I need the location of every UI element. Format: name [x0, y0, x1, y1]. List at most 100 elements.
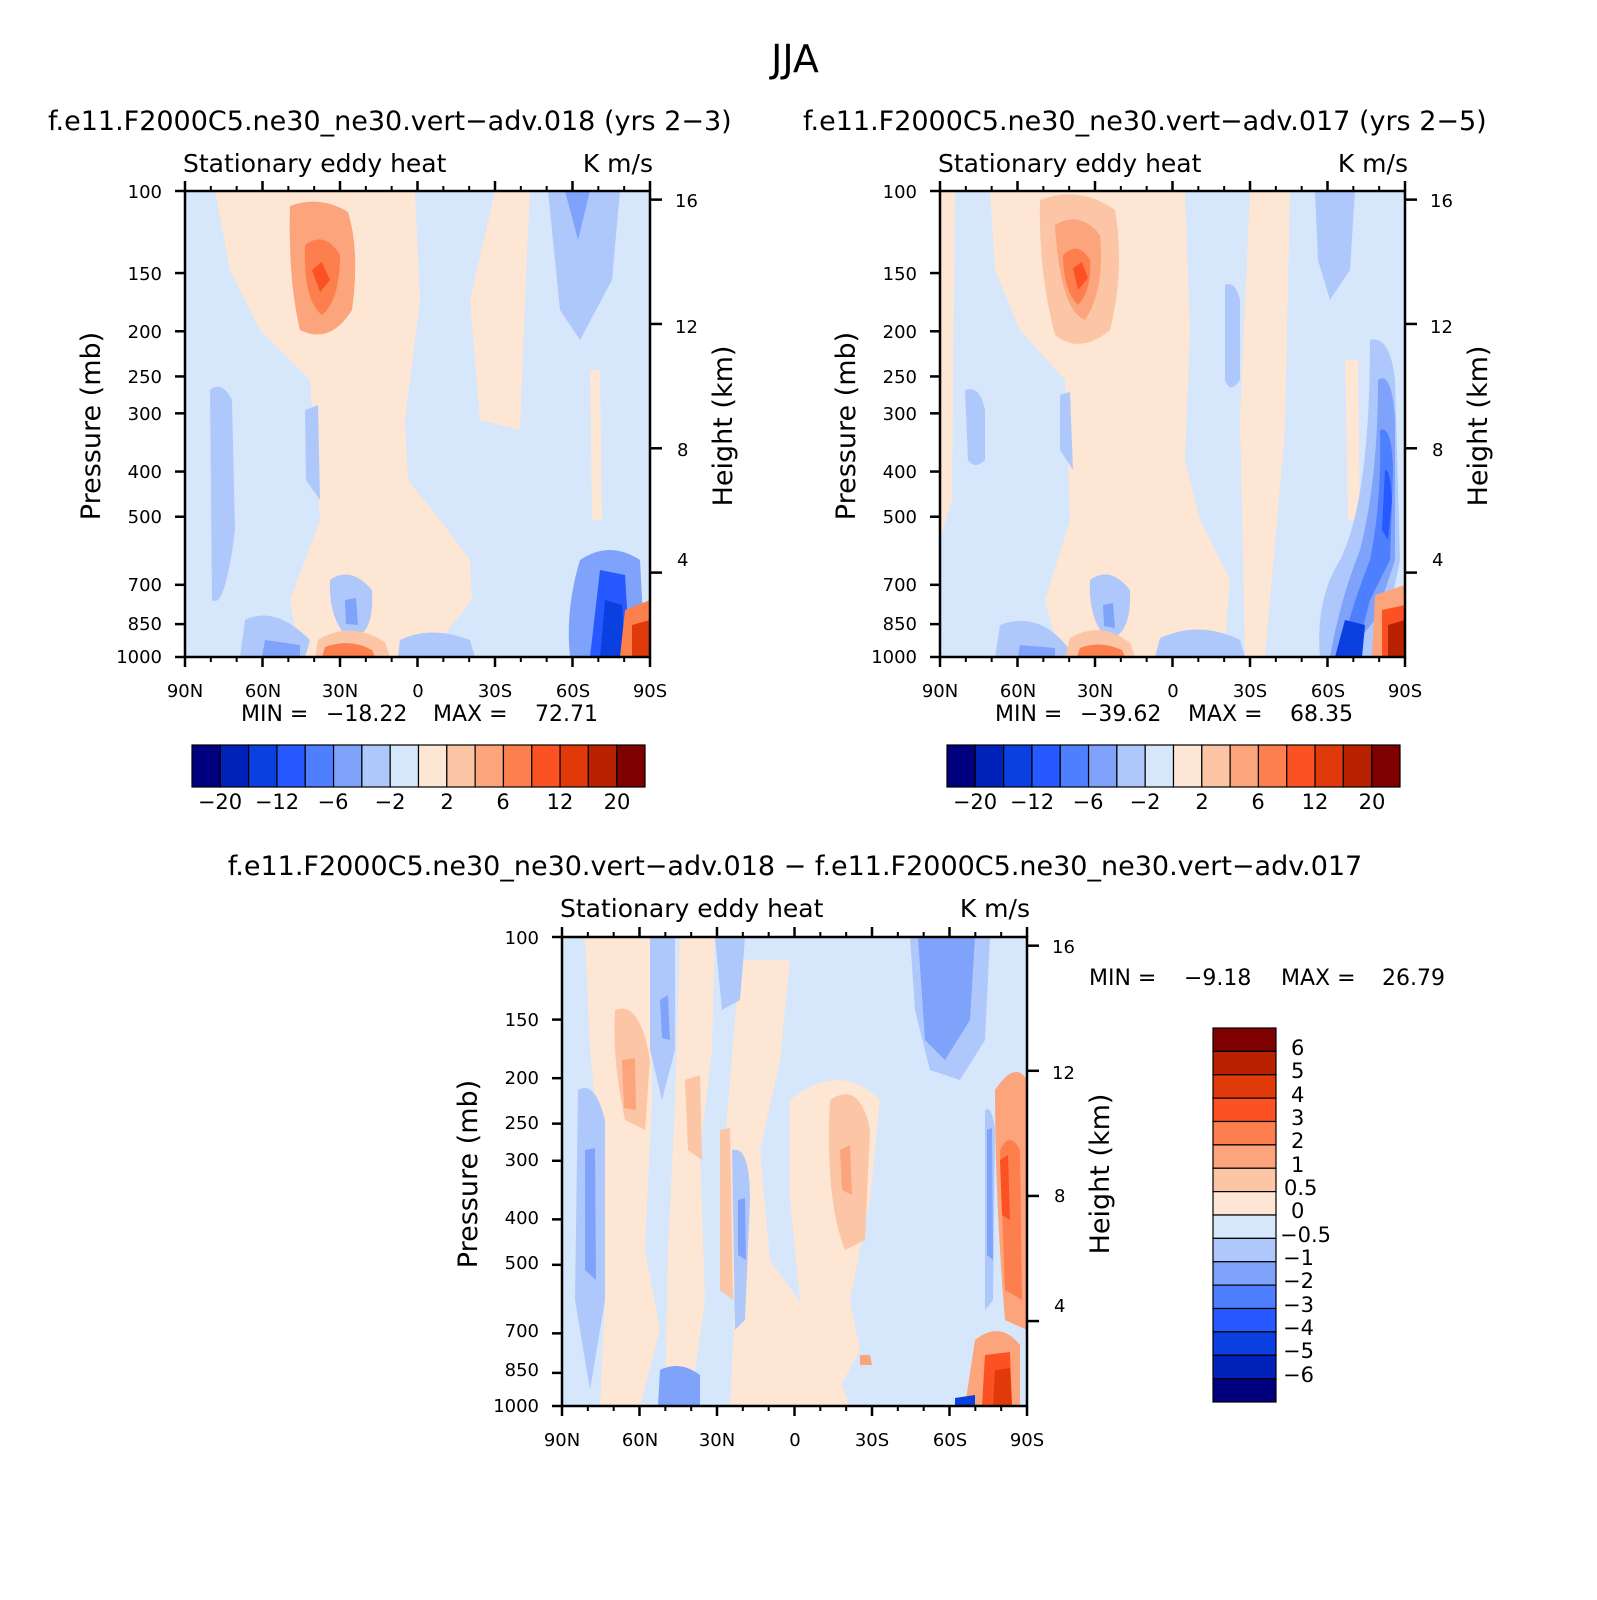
ytick-label: 1000	[493, 1396, 539, 1417]
xtick-label: 90N	[922, 681, 958, 702]
colorbar-box	[1229, 744, 1260, 788]
colorbar-box	[974, 744, 1005, 788]
y-right-axis-label: Height (km)	[708, 346, 739, 507]
min-value: −18.22	[326, 702, 407, 727]
units-label: K m/s	[1338, 149, 1408, 178]
colorbar-label: −1	[1283, 1246, 1314, 1270]
xtick-label: 30S	[1233, 681, 1267, 702]
xtick-label: 60S	[933, 1430, 967, 1451]
colorbar-label: 3	[1291, 1106, 1304, 1130]
ytick-right-label: 16	[675, 191, 698, 212]
case-title: f.e11.F2000C5.ne30_ne30.vert−adv.018 (yr…	[48, 106, 732, 137]
panel-top-right: f.e11.F2000C5.ne30_ne30.vert−adv.017 (yr…	[803, 106, 1494, 814]
ytick-label: 200	[883, 322, 917, 343]
min-label: MIN =	[995, 702, 1062, 727]
colorbar-label: −3	[1283, 1293, 1314, 1317]
ytick-right-label: 8	[1054, 1186, 1065, 1207]
variable-label: Stationary eddy heat	[183, 149, 447, 178]
colorbar-box	[1212, 1074, 1277, 1099]
xtick-label: 60S	[1311, 681, 1345, 702]
colorbar-label: −5	[1283, 1339, 1314, 1363]
ytick-label: 400	[505, 1208, 539, 1229]
colorbar-label: −12	[255, 790, 299, 814]
colorbar-label: −6	[1283, 1363, 1314, 1387]
colorbar-label: −0.5	[1280, 1223, 1331, 1247]
colorbar-box	[276, 744, 306, 788]
ytick-label: 200	[128, 322, 162, 343]
panel-top-left: f.e11.F2000C5.ne30_ne30.vert−adv.018 (yr…	[48, 106, 739, 814]
xtick-label: 90S	[1388, 681, 1422, 702]
colorbar-box	[1342, 744, 1373, 788]
contour-field	[562, 937, 1027, 1406]
xtick-label: 90N	[167, 681, 203, 702]
ytick-label: 150	[128, 264, 162, 285]
xtick-label: 60N	[1000, 681, 1036, 702]
ytick-label: 250	[128, 367, 162, 388]
max-value: 72.71	[535, 702, 598, 727]
xtick-label: 90S	[1010, 1430, 1044, 1451]
colorbar-label: −4	[1283, 1316, 1314, 1340]
colorbar-box	[1212, 1354, 1277, 1380]
colorbar-box	[1371, 744, 1401, 788]
xtick-label: 60S	[556, 681, 590, 702]
ytick-right-label: 4	[1054, 1296, 1065, 1317]
colorbar-box	[1212, 1191, 1277, 1216]
colorbar-box	[1003, 744, 1033, 788]
colorbar-box	[1031, 744, 1061, 788]
ytick-label: 100	[505, 928, 539, 949]
colorbar-label: −2	[1130, 790, 1161, 814]
colorbar-label: 2	[1195, 790, 1208, 814]
xtick-label: 0	[1167, 681, 1178, 702]
xtick-label: 30N	[322, 681, 358, 702]
axis-ticks	[930, 181, 1417, 667]
colorbar-box	[1212, 1378, 1277, 1403]
colorbar-label: 12	[547, 790, 574, 814]
ytick-label: 400	[883, 462, 917, 483]
colorbar	[191, 744, 646, 788]
colorbar-box	[1257, 744, 1288, 788]
colorbar-box	[1212, 1284, 1277, 1310]
max-label: MAX =	[433, 702, 508, 727]
ytick-label: 500	[505, 1253, 539, 1274]
ytick-label: 700	[505, 1321, 539, 1342]
colorbar-box	[389, 744, 420, 788]
ytick-right-label: 4	[677, 550, 688, 571]
xtick-label: 30N	[1077, 681, 1113, 702]
ytick-label: 300	[128, 404, 162, 425]
colorbar-box	[559, 744, 589, 788]
colorbar-box	[1212, 1214, 1277, 1239]
ytick-label: 100	[128, 182, 162, 203]
ytick-label: 300	[505, 1150, 539, 1171]
colorbar-box	[1201, 744, 1231, 788]
ytick-label: 700	[128, 575, 162, 596]
xtick-label: 0	[789, 1430, 800, 1451]
min-label: MIN =	[241, 702, 308, 727]
colorbar-box	[191, 744, 221, 788]
colorbar-box	[1212, 1144, 1277, 1169]
xtick-label: 0	[412, 681, 423, 702]
colorbar-box	[1314, 744, 1344, 788]
max-label: MAX =	[1281, 966, 1356, 991]
colorbar-box	[1212, 1097, 1277, 1123]
ytick-right-label: 8	[1432, 440, 1443, 461]
colorbar-label: 0.5	[1284, 1176, 1317, 1200]
colorbar-label: 6	[1251, 790, 1264, 814]
variable-label: Stationary eddy heat	[560, 894, 824, 923]
colorbar-box	[304, 744, 335, 788]
xtick-label: 60N	[622, 1430, 658, 1451]
ytick-label: 850	[505, 1360, 539, 1381]
colorbar-box	[1212, 1120, 1277, 1146]
colorbar-label: −2	[375, 790, 406, 814]
colorbar-label: 1	[1291, 1153, 1304, 1177]
colorbar-label: −20	[198, 790, 242, 814]
colorbar-box	[946, 744, 976, 788]
ytick-label: 1000	[871, 647, 917, 668]
ytick-label: 200	[505, 1068, 539, 1089]
panel-difference: f.e11.F2000C5.ne30_ne30.vert−adv.018 − f…	[228, 851, 1445, 1451]
ytick-label: 850	[128, 614, 162, 635]
colorbar-box	[1286, 744, 1316, 788]
max-value: 26.79	[1382, 966, 1445, 991]
colorbar-box	[1116, 744, 1146, 788]
colorbar-box	[361, 744, 391, 788]
colorbar-box	[1212, 1261, 1277, 1286]
